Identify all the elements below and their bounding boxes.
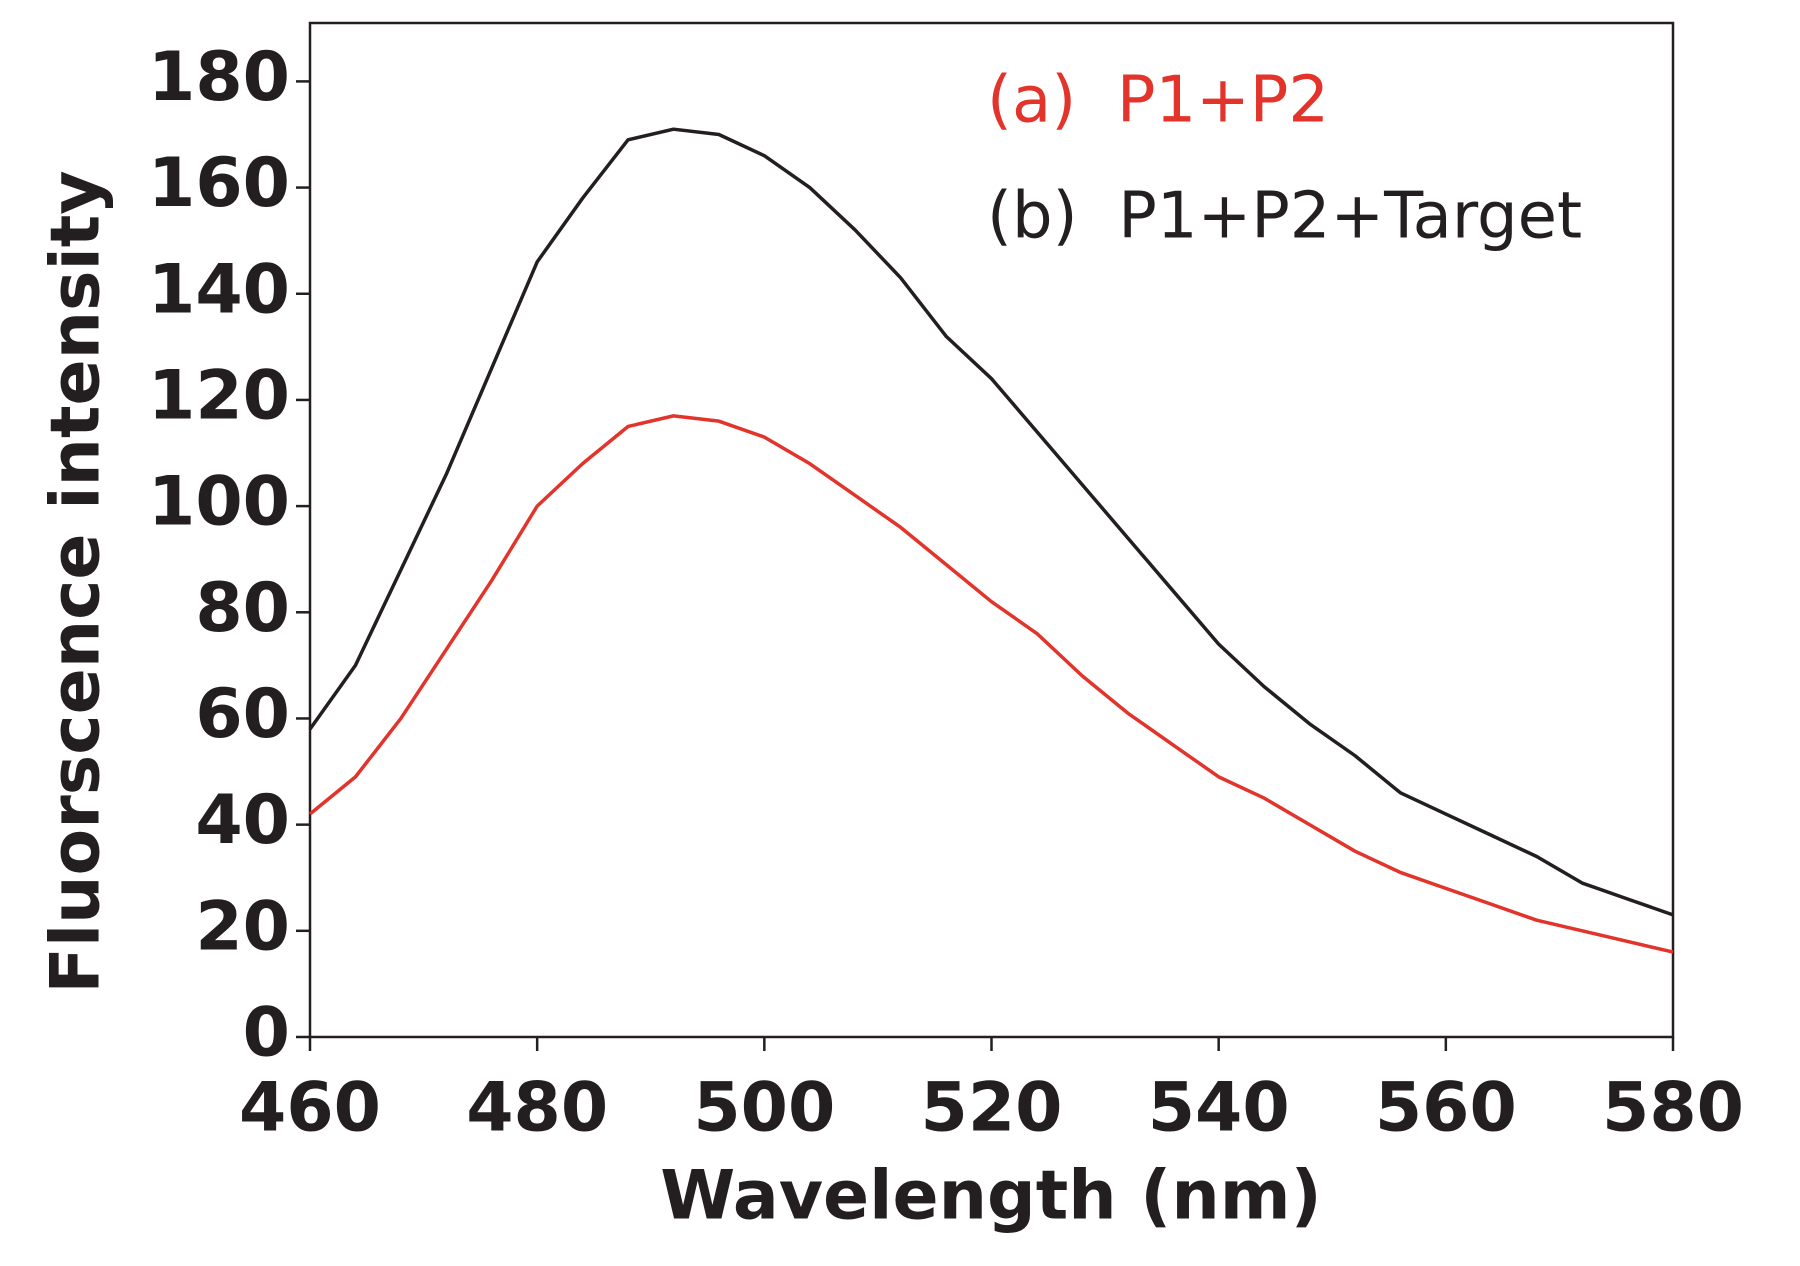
y-tick-label: 80: [195, 569, 290, 648]
y-tick-label: 20: [195, 887, 290, 966]
x-tick-label: 540: [1148, 1069, 1290, 1148]
x-tick-label: 580: [1602, 1069, 1744, 1148]
x-tick-label: 560: [1375, 1069, 1517, 1148]
legend-entry: (a) P1+P2: [987, 64, 1329, 138]
legend-entry: (b) P1+P2+Target: [987, 180, 1582, 254]
y-tick-label: 60: [195, 675, 290, 754]
y-tick-label: 160: [148, 144, 290, 223]
y-tick-label: 120: [148, 356, 290, 435]
line: [308, 127, 1674, 917]
y-tick-label: 40: [195, 781, 290, 860]
x-tick-label: 500: [693, 1069, 835, 1148]
x-tick-label: 460: [239, 1069, 381, 1148]
x-axis-label: Wavelength (nm): [660, 1157, 1321, 1236]
x-tick-label: 480: [466, 1069, 608, 1148]
line: [308, 414, 1674, 954]
y-tick-label: 180: [148, 38, 290, 117]
plot-frame: [308, 21, 1675, 1039]
y-axis-label: Fluorscence intensity: [37, 170, 116, 993]
y-tick-label: 0: [243, 994, 290, 1073]
y-tick-label: 100: [148, 463, 290, 542]
y-tick-label: 140: [148, 250, 290, 329]
x-tick-label: 520: [921, 1069, 1063, 1148]
